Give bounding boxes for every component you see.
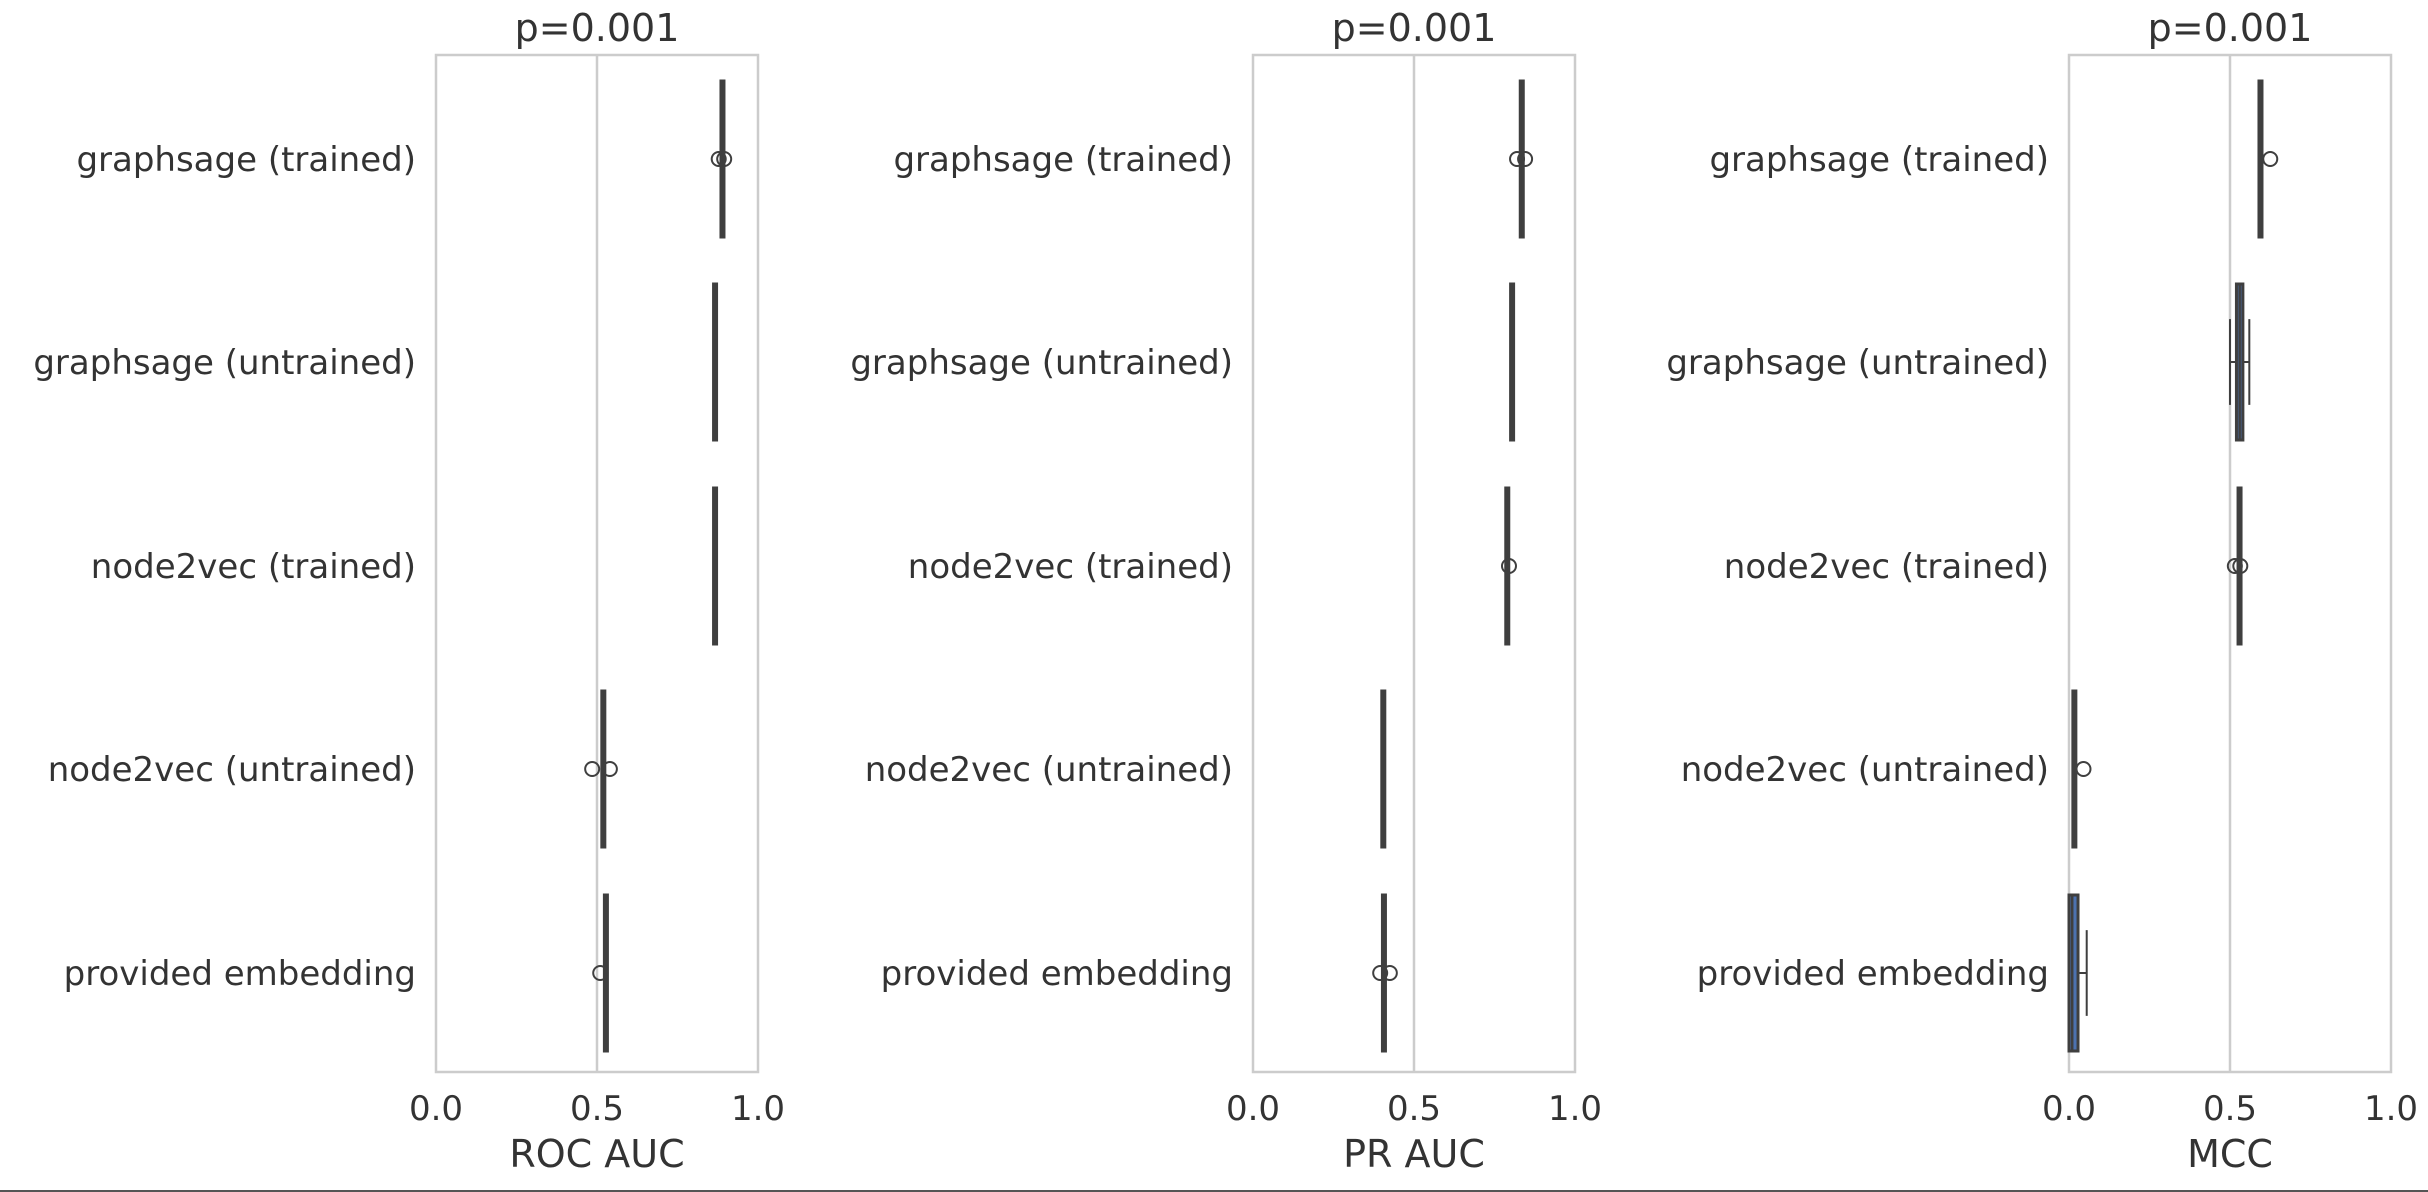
outlier-point	[716, 151, 733, 167]
y-tick-label: graphsage (trained)	[1709, 140, 2049, 180]
outlier-point	[592, 965, 609, 981]
x-tick-label: 1.0	[1548, 1089, 1602, 1129]
y-tick-label: provided embedding	[1697, 954, 2049, 994]
y-tick-label: node2vec (untrained)	[1681, 750, 2049, 790]
panel-title: p=0.001	[2148, 6, 2313, 50]
outlier-point	[584, 761, 601, 777]
x-tick-label: 0.5	[570, 1089, 624, 1129]
y-tick-label: node2vec (trained)	[908, 547, 1233, 587]
outlier-point	[1381, 965, 1398, 981]
y-tick-label: node2vec (untrained)	[48, 750, 416, 790]
box	[2067, 893, 2080, 1053]
y-tick-label: node2vec (trained)	[1724, 547, 2049, 587]
x-tick-label: 0.0	[2042, 1089, 2096, 1129]
x-axis-label: ROC AUC	[509, 1132, 684, 1176]
outlier-point	[601, 761, 618, 777]
outlier-point	[2232, 558, 2249, 574]
x-axis-label: MCC	[2187, 1132, 2273, 1176]
y-tick-label: graphsage (trained)	[76, 140, 416, 180]
x-tick-label: 0.0	[1226, 1089, 1280, 1129]
x-tick-label: 0.0	[409, 1089, 463, 1129]
outlier-point	[1500, 558, 1517, 574]
y-tick-label: graphsage (untrained)	[1666, 343, 2049, 383]
panel-title: p=0.001	[1332, 6, 1497, 50]
x-tick-label: 1.0	[2364, 1089, 2418, 1129]
y-tick-label: provided embedding	[881, 954, 1233, 994]
outlier-point	[2075, 761, 2092, 777]
y-tick-label: graphsage (untrained)	[33, 343, 416, 383]
outlier-point	[1517, 151, 1534, 167]
y-tick-label: provided embedding	[64, 954, 416, 994]
outlier-point	[1509, 151, 1526, 167]
outlier-point	[1372, 965, 1389, 981]
y-tick-label: node2vec (untrained)	[865, 750, 1233, 790]
x-tick-label: 0.5	[2203, 1089, 2257, 1129]
x-tick-label: 0.5	[1387, 1089, 1441, 1129]
panel-title: p=0.001	[515, 6, 680, 50]
x-axis-label: PR AUC	[1343, 1132, 1485, 1176]
y-tick-label: graphsage (untrained)	[850, 343, 1233, 383]
outlier-point	[2262, 151, 2279, 167]
x-tick-label: 1.0	[731, 1089, 785, 1129]
y-tick-label: node2vec (trained)	[91, 547, 416, 587]
outlier-point	[2226, 558, 2243, 574]
y-tick-label: graphsage (trained)	[893, 140, 1233, 180]
outlier-point	[710, 151, 727, 167]
